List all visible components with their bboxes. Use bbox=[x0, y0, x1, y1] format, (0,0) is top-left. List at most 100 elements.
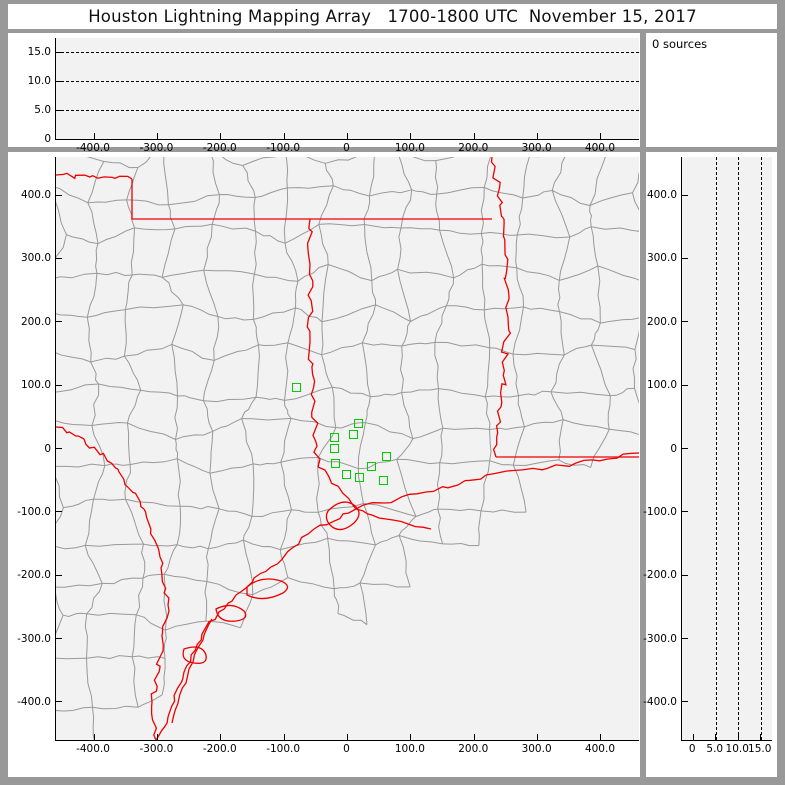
county-line bbox=[253, 307, 296, 320]
county-line bbox=[167, 204, 176, 230]
county-line bbox=[337, 613, 368, 626]
county-line bbox=[480, 509, 527, 513]
y-tick-mark bbox=[682, 448, 688, 449]
county-line bbox=[285, 157, 289, 188]
y-tick-mark bbox=[682, 321, 688, 323]
county-line bbox=[126, 390, 142, 424]
county-line bbox=[91, 384, 100, 426]
county-line bbox=[558, 236, 571, 281]
county-line bbox=[437, 508, 482, 512]
county-line bbox=[56, 234, 67, 260]
county-line bbox=[287, 342, 322, 356]
x-tick-label: 200.0 bbox=[458, 743, 489, 755]
county-line bbox=[359, 582, 411, 588]
county-line bbox=[203, 270, 219, 317]
y-tick-label: -300.0 bbox=[17, 632, 51, 645]
title-bar: Houston Lightning Mapping Array 1700-180… bbox=[8, 4, 777, 29]
county-line bbox=[363, 195, 371, 225]
county-line bbox=[255, 230, 286, 244]
coastline-corpus bbox=[183, 626, 207, 673]
lma-station-marker bbox=[330, 444, 340, 453]
y-tick-label: -100.0 bbox=[17, 505, 51, 518]
county-line bbox=[131, 656, 139, 708]
county-line bbox=[176, 506, 182, 545]
y-tick-label: 100.0 bbox=[20, 379, 51, 392]
y-tick-mark bbox=[56, 701, 62, 703]
x-tick-mark bbox=[220, 133, 222, 139]
county-line bbox=[512, 464, 527, 513]
county-line bbox=[56, 507, 64, 524]
state-border-lines bbox=[56, 157, 639, 740]
map-plot-area[interactable] bbox=[55, 157, 639, 741]
county-line bbox=[213, 316, 220, 361]
state-border-tx-ar-sabine-n bbox=[306, 218, 314, 343]
county-line bbox=[95, 243, 99, 274]
county-line bbox=[212, 223, 256, 232]
county-line bbox=[124, 498, 144, 545]
altitude-east-panel[interactable]: 0 5.0 10.0 15.0 400.0 300.0 200.0 100.0 0 -100.0 -… bbox=[643, 152, 777, 777]
county-line bbox=[364, 224, 373, 281]
altitude-east-plot-area[interactable] bbox=[681, 157, 772, 741]
x-tick-mark bbox=[283, 133, 285, 139]
coastline-la-east bbox=[575, 452, 639, 464]
county-line bbox=[180, 505, 220, 510]
lma-station-marker bbox=[341, 469, 351, 479]
county-line bbox=[123, 355, 142, 391]
county-line bbox=[56, 582, 103, 588]
county-line bbox=[209, 431, 214, 474]
county-line bbox=[56, 187, 89, 204]
county-line bbox=[363, 503, 417, 517]
county-line bbox=[124, 464, 132, 500]
county-line bbox=[102, 577, 143, 585]
county-line bbox=[87, 309, 126, 318]
county-line bbox=[559, 311, 601, 324]
county-line bbox=[202, 400, 214, 432]
county-line bbox=[513, 459, 559, 467]
county-line bbox=[564, 344, 592, 356]
county-line bbox=[62, 612, 87, 618]
county-line bbox=[442, 427, 490, 430]
county-line bbox=[524, 419, 564, 428]
county-line bbox=[434, 305, 447, 343]
county-line bbox=[321, 264, 329, 322]
y-tick-mark bbox=[56, 321, 62, 323]
county-line bbox=[124, 274, 133, 310]
y-tick-mark bbox=[682, 701, 688, 703]
county-line bbox=[241, 396, 257, 419]
county-line bbox=[217, 316, 254, 321]
x-tick-mark bbox=[93, 734, 95, 740]
map-geography bbox=[56, 157, 639, 740]
y-tick-label: 0 bbox=[44, 442, 51, 455]
county-line bbox=[93, 498, 126, 501]
x-tick-label: -100.0 bbox=[266, 743, 301, 755]
x-tick-mark bbox=[220, 734, 222, 740]
x-tick-mark bbox=[410, 734, 412, 740]
county-line bbox=[161, 277, 184, 306]
county-line bbox=[331, 387, 337, 428]
county-line bbox=[124, 343, 172, 357]
county-line bbox=[396, 459, 417, 517]
county-line bbox=[371, 280, 376, 305]
barrier-island-mustang bbox=[188, 618, 213, 670]
lma-station-marker bbox=[349, 430, 359, 440]
county-line bbox=[439, 428, 444, 463]
x-tick-label: -400.0 bbox=[76, 142, 110, 154]
county-line bbox=[291, 509, 319, 513]
county-line bbox=[558, 459, 591, 468]
county-line bbox=[590, 344, 611, 396]
county-line bbox=[321, 321, 324, 355]
county-line bbox=[174, 223, 213, 230]
time-altitude-panel[interactable]: -400.0 -300.0 -200.0 -100.0 0 100.0 200.0 300.0… bbox=[8, 33, 640, 154]
county-line bbox=[517, 233, 570, 239]
x-tick-label: -400.0 bbox=[76, 743, 110, 755]
time-altitude-plot-area[interactable] bbox=[55, 38, 639, 140]
county-line bbox=[93, 465, 106, 500]
county-line bbox=[609, 428, 639, 436]
y-tick-label: -400.0 bbox=[643, 695, 677, 708]
county-line bbox=[130, 458, 178, 466]
plan-view-map-panel[interactable]: -400.0 -300.0 -200.0 -100.0 0 100.0 200.0 300.0… bbox=[8, 152, 640, 777]
county-line bbox=[221, 157, 243, 166]
x-tick-label: 0 bbox=[343, 142, 350, 154]
county-line bbox=[86, 655, 133, 660]
county-line bbox=[439, 230, 455, 278]
